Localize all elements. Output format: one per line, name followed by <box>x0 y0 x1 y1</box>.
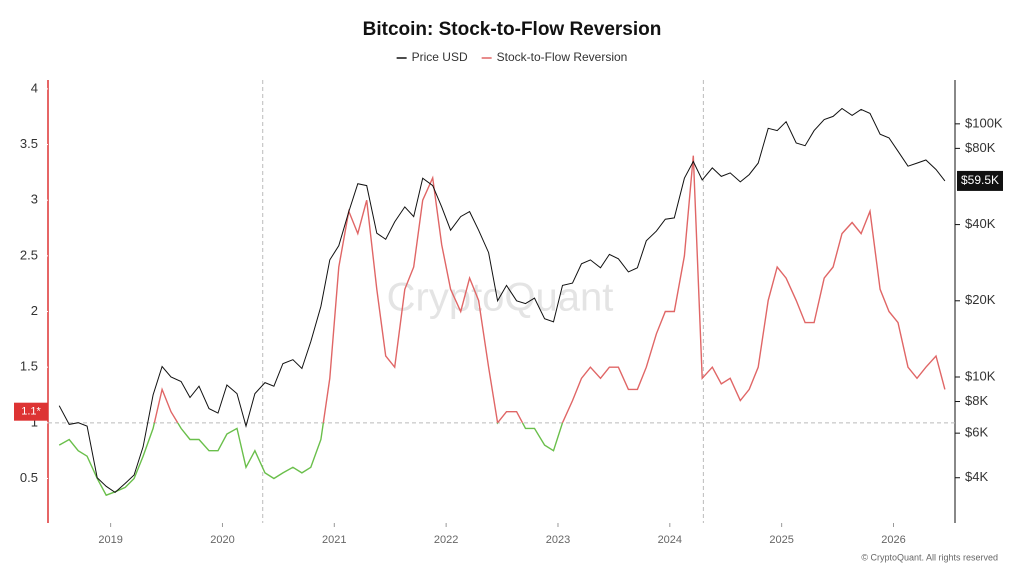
legend-label: Stock-to-Flow Reversion <box>497 50 628 64</box>
y2-tick-label: $80K <box>965 140 996 155</box>
y-tick-label: 1 <box>31 414 38 429</box>
current-value-box <box>14 402 48 421</box>
legend: Price USD Stock-to-Flow Reversion <box>396 50 628 64</box>
x-tick-label: 2025 <box>769 534 793 546</box>
y-tick-label: 2.5 <box>20 247 38 262</box>
x-tick-label: 2022 <box>434 534 458 546</box>
y2-tick-label: $6K <box>965 425 988 440</box>
x-tick-label: 2024 <box>658 534 682 546</box>
y-tick-label: 4 <box>31 80 38 95</box>
current-value-label: 1.1* <box>21 406 41 418</box>
y-tick-label: 0.5 <box>20 470 38 485</box>
x-tick-label: 2021 <box>322 534 346 546</box>
x-tick-label: 2023 <box>546 534 570 546</box>
y2-tick-label: $20K <box>965 292 996 307</box>
current-price-box <box>957 170 1003 191</box>
x-tick-label: 2020 <box>210 534 234 546</box>
y2-tick-label: $100K <box>965 115 1003 130</box>
x-tick-label: 2026 <box>881 534 905 546</box>
y2-tick-label: $8K <box>965 393 988 408</box>
y-tick-label: 2 <box>31 303 38 318</box>
chart-title: Bitcoin: Stock-to-Flow Reversion <box>363 19 662 40</box>
y-tick-label: 3.5 <box>20 136 38 151</box>
y-tick-label: 3 <box>31 192 38 207</box>
y2-tick-label: $40K <box>965 216 996 231</box>
price-line <box>58 107 946 494</box>
y2-tick-label: $4K <box>965 469 988 484</box>
y-tick-label: 1.5 <box>20 359 38 374</box>
reversion-line-below <box>58 422 564 497</box>
x-tick-label: 2019 <box>98 534 122 546</box>
legend-label: Price USD <box>412 50 468 64</box>
copyright: © CryptoQuant. All rights reserved <box>861 552 998 562</box>
reversion-line-above <box>153 155 946 423</box>
y2-tick-label: $10K <box>965 368 996 383</box>
current-price-label: $59.5K <box>961 173 999 187</box>
